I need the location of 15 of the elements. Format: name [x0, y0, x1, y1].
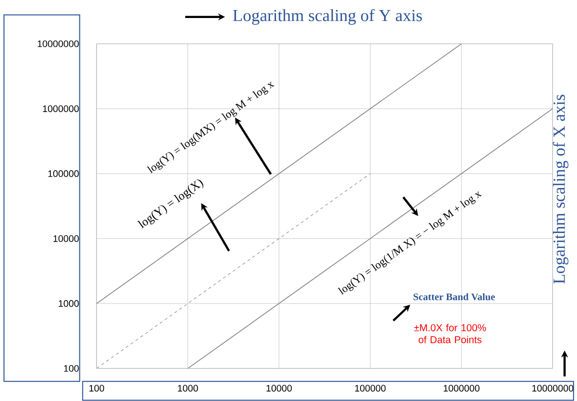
x-tick-label: 1000 [178, 384, 198, 392]
y-tick-label: 1000 [58, 300, 79, 307]
x-tick-label: 1000000 [444, 384, 480, 392]
y-tick-label: 10000 [54, 235, 79, 242]
x-tick-label: 10000 [266, 384, 292, 392]
text: Logarithm scaling of Y axis [233, 8, 422, 25]
y-tick-label: 10000000 [38, 40, 79, 48]
text: Logarithm scaling of X axis [552, 94, 568, 284]
y-tick-label: 100000 [48, 170, 79, 177]
y-tick-label: 100 [64, 364, 79, 372]
x-tick-label: 100 [89, 384, 104, 392]
y-tick-label: 1000000 [43, 105, 79, 112]
annotation: ±M.0X for 100% of Data Points [414, 324, 486, 344]
x-tick-label: 100000 [355, 384, 386, 392]
annotation: Scatter Band Value [414, 293, 495, 300]
